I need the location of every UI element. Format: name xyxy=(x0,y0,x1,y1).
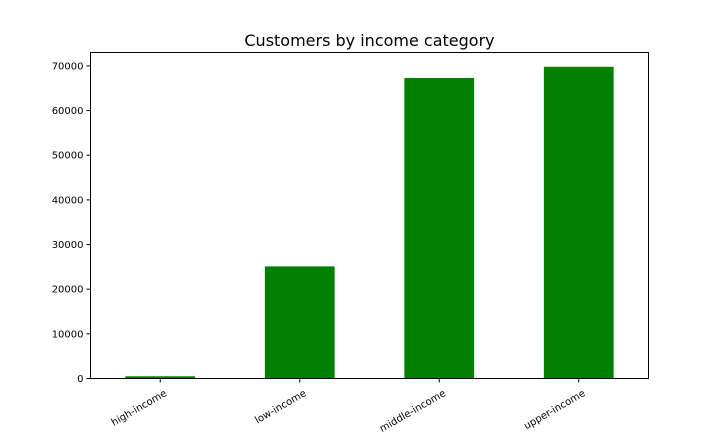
x-tick-label-upper-income: upper-income xyxy=(522,388,587,432)
bar-middle-income xyxy=(404,77,475,379)
y-tick-label: 50000 xyxy=(52,151,84,162)
x-tick-label-high-income: high-income xyxy=(110,388,169,429)
bar-upper-income xyxy=(543,66,614,379)
y-tick-label: 10000 xyxy=(52,329,84,340)
y-tick-label: 60000 xyxy=(52,106,84,117)
y-tick-label: 0 xyxy=(77,374,83,385)
y-tick-label: 30000 xyxy=(52,240,84,251)
y-axis: 0 10000 20000 30000 40000 50000 60000 70000 xyxy=(52,61,91,385)
plot-frame xyxy=(90,52,649,379)
bar-low-income xyxy=(264,266,335,379)
chart-title: Customers by income category xyxy=(244,31,494,50)
y-tick-label: 40000 xyxy=(52,195,84,206)
bar-high-income xyxy=(125,376,196,379)
bars-layer xyxy=(125,66,614,379)
x-tick-label-low-income: low-income xyxy=(253,388,308,426)
x-tick-label-middle-income: middle-income xyxy=(378,388,448,432)
y-tick-label: 20000 xyxy=(52,285,84,296)
y-tick-label: 70000 xyxy=(52,61,84,72)
x-axis: high-income low-income middle-income upper-… xyxy=(110,378,587,432)
